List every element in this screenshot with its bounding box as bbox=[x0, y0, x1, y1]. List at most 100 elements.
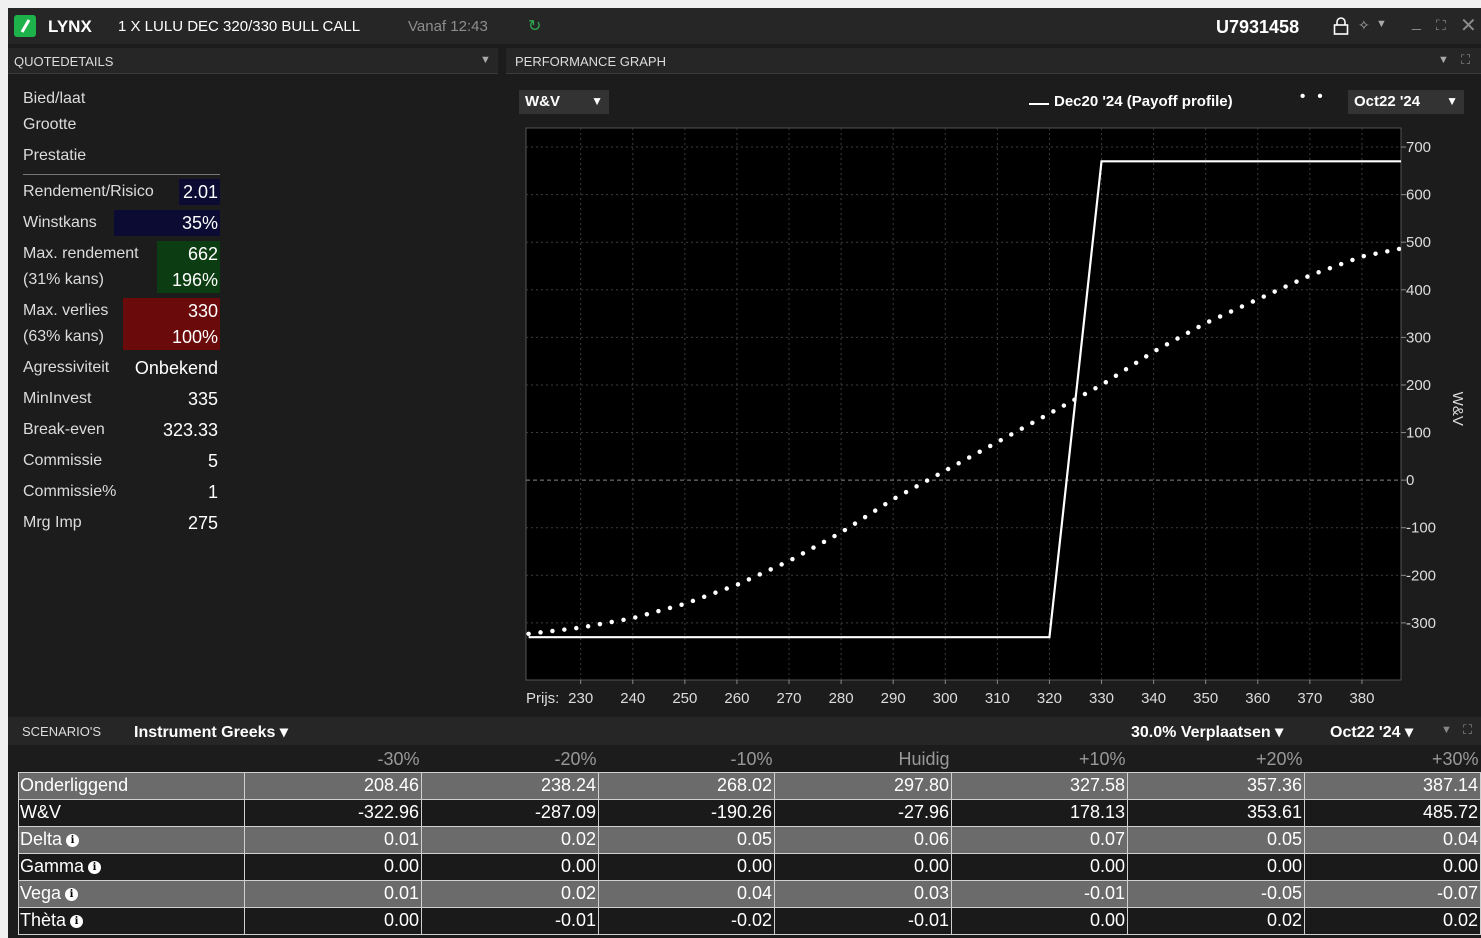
table-corner bbox=[19, 747, 245, 772]
panel-menu-icon[interactable]: ▼ bbox=[1441, 724, 1452, 736]
x-tick-label: 240 bbox=[620, 690, 645, 707]
maximize-button[interactable]: ⛶ bbox=[1436, 17, 1446, 33]
lock-icon[interactable] bbox=[1332, 17, 1350, 35]
y-tick-label: -100 bbox=[1406, 520, 1436, 537]
performance-chart: 700 600 500 400 300 200 100 0 -100 -200 -300 230 240… bbox=[525, 127, 1466, 707]
win-chance-value: 35% bbox=[114, 210, 220, 236]
move-percent-dropdown[interactable]: 30.0% Verplaatsen ▾ bbox=[1131, 724, 1284, 741]
max-return-label: Max. rendement bbox=[23, 245, 139, 262]
table-cell: 0.04 bbox=[598, 879, 775, 908]
info-icon[interactable]: i bbox=[66, 834, 80, 847]
table-cell: 327.58 bbox=[951, 771, 1128, 800]
x-tick-label: 320 bbox=[1037, 690, 1062, 707]
table-row: Gamma i 0.00 0.00 0.00 0.00 0.00 0.00 0.00 bbox=[18, 852, 1481, 881]
max-return-chance-label: (31% kans) bbox=[23, 271, 104, 288]
info-icon[interactable]: i bbox=[65, 888, 79, 901]
table-cell: 0.02 bbox=[421, 879, 599, 908]
table-cell: 0.02 bbox=[1304, 906, 1481, 935]
scenario-date-dropdown[interactable]: Oct22 '24 ▾ bbox=[1330, 724, 1413, 741]
x-tick-label: 270 bbox=[777, 690, 802, 707]
scenarios-header: SCENARIO'S Instrument Greeks ▾ 30.0% Ver… bbox=[8, 717, 1481, 745]
aggressiveness-label: Agressiviteit bbox=[23, 359, 110, 376]
row-label-cell: Thèta i bbox=[18, 906, 245, 935]
row-label-cell: Delta i bbox=[18, 825, 245, 854]
x-tick-label: 340 bbox=[1141, 690, 1166, 707]
metric-dropdown-value: W&V bbox=[525, 93, 560, 110]
table-body: Onderliggend 208.46 238.24 268.02 297.80 327.… bbox=[18, 771, 1481, 935]
expand-icon[interactable]: ⛶ bbox=[1461, 52, 1471, 67]
app-window: LYNX 1 X LULU DEC 320/330 BULL CALL Vana… bbox=[8, 8, 1481, 938]
return-risk-value: 2.01 bbox=[179, 179, 220, 205]
max-loss-chance-label: (63% kans) bbox=[23, 328, 104, 345]
legend-dotted-swatch: • • bbox=[1300, 88, 1327, 105]
size-label: Grootte bbox=[23, 116, 77, 133]
lynx-logo-icon bbox=[14, 15, 36, 37]
account-number: U7931458 bbox=[1216, 17, 1300, 37]
quote-details-header: QUOTEDETAILS ▼ bbox=[8, 48, 498, 74]
performance-graph-header: PERFORMANCE GRAPH ▼ ⛶ bbox=[506, 48, 1481, 74]
commission-pct-label: Commissie% bbox=[23, 483, 117, 500]
x-tick-label: 310 bbox=[985, 690, 1010, 707]
metric-dropdown[interactable]: W&V ▼ bbox=[519, 90, 609, 114]
divider bbox=[23, 174, 220, 175]
table-cell: -0.01 bbox=[774, 906, 952, 935]
pin-dropdown-icon[interactable]: ▼ bbox=[1376, 18, 1387, 30]
x-tick-label: 260 bbox=[724, 690, 749, 707]
max-loss-label: Max. verlies bbox=[23, 302, 109, 319]
refresh-icon[interactable]: ↻ bbox=[528, 18, 542, 35]
table-cell: 0.01 bbox=[244, 825, 422, 854]
expand-icon[interactable]: ⛶ bbox=[1463, 722, 1473, 737]
quote-details-panel: QUOTEDETAILS ▼ Bied/laat Grootte Prestat… bbox=[8, 48, 498, 710]
commission-value: 5 bbox=[207, 451, 218, 471]
column-header: +20% bbox=[1255, 748, 1303, 769]
table-row: Vega i 0.01 0.02 0.04 0.03 -0.01 -0.05 -0.07 bbox=[18, 879, 1481, 908]
scenarios-title: SCENARIO'S bbox=[22, 724, 102, 739]
quote-details-title: QUOTEDETAILS bbox=[14, 54, 114, 69]
row-label-cell: W&V bbox=[18, 798, 245, 827]
date-dropdown[interactable]: Oct22 '24 ▼ bbox=[1348, 90, 1464, 114]
margin-impact-label: Mrg Imp bbox=[23, 514, 82, 531]
pin-icon[interactable]: ✧ bbox=[1358, 17, 1370, 33]
info-icon[interactable]: i bbox=[70, 915, 84, 928]
x-tick-label: 300 bbox=[933, 690, 958, 707]
date-dropdown-value: Oct22 '24 bbox=[1354, 93, 1421, 110]
timestamp-label: Vanaf 12:43 bbox=[408, 18, 488, 35]
x-tick-label: 280 bbox=[829, 690, 854, 707]
y-tick-label: 400 bbox=[1406, 282, 1431, 299]
chevron-down-icon: ▼ bbox=[1446, 94, 1458, 108]
x-axis-label: Prijs: bbox=[526, 690, 559, 707]
table-cell: -0.02 bbox=[598, 906, 775, 935]
scenario-view-dropdown[interactable]: Instrument Greeks ▾ bbox=[134, 724, 288, 741]
column-header: Huidig bbox=[898, 748, 950, 769]
row-label-cell: Vega i bbox=[18, 879, 245, 908]
table-row: Delta i 0.01 0.02 0.05 0.06 0.07 0.05 0.04 bbox=[18, 825, 1481, 854]
column-header: -30% bbox=[377, 748, 420, 769]
table-cell: 485.72 bbox=[1304, 798, 1481, 827]
row-label: Gamma bbox=[20, 856, 85, 876]
table-cell: -0.07 bbox=[1304, 879, 1481, 908]
table-header-row: -30% -20% -10% Huidig +10% +20% +30% bbox=[19, 747, 1481, 772]
performance-graph-title: PERFORMANCE GRAPH bbox=[515, 54, 666, 69]
min-invest-label: MinInvest bbox=[23, 390, 92, 407]
close-button[interactable]: ✕ bbox=[1460, 15, 1477, 37]
table-cell: -0.05 bbox=[1127, 879, 1305, 908]
info-icon[interactable]: i bbox=[88, 861, 102, 874]
column-header: +10% bbox=[1078, 748, 1126, 769]
column-header: -10% bbox=[730, 748, 773, 769]
panel-menu-icon[interactable]: ▼ bbox=[1438, 54, 1449, 66]
break-even-value: 323.33 bbox=[162, 420, 218, 440]
x-tick-label: 370 bbox=[1297, 690, 1322, 707]
table-cell: 268.02 bbox=[598, 771, 775, 800]
row-label: Delta bbox=[20, 829, 63, 849]
row-label-cell: Gamma i bbox=[18, 852, 245, 881]
table-cell: 353.61 bbox=[1127, 798, 1305, 827]
break-even-label: Break-even bbox=[23, 421, 105, 438]
table-row: W&V -322.96 -287.09 -190.26 -27.96 178.13 353.… bbox=[18, 798, 1481, 827]
panel-menu-icon[interactable]: ▼ bbox=[480, 54, 491, 66]
table-cell: 238.24 bbox=[421, 771, 599, 800]
minimize-button[interactable]: _ bbox=[1412, 14, 1421, 31]
table-cell: 0.00 bbox=[1127, 852, 1305, 881]
legend-line-swatch bbox=[1029, 103, 1049, 105]
row-label-cell: Onderliggend bbox=[18, 771, 245, 800]
table-cell: 0.00 bbox=[951, 906, 1128, 935]
